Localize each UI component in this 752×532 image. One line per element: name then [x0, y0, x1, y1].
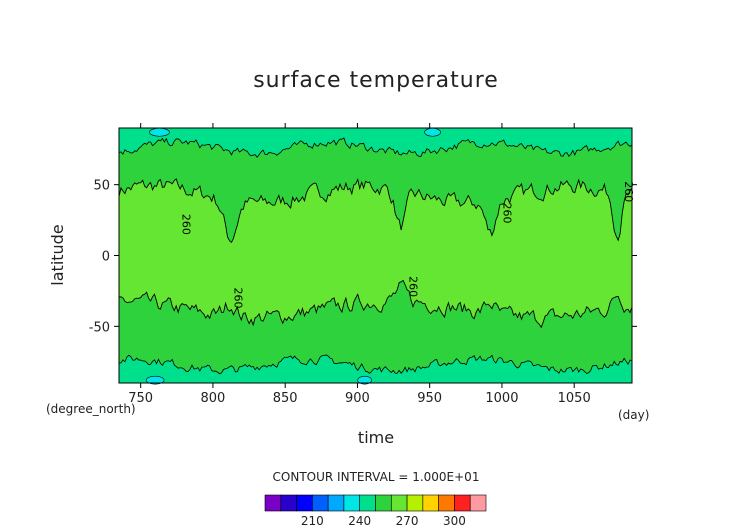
- x-axis-unit: (day): [618, 408, 650, 422]
- colorbar-swatch-8: [390, 494, 408, 512]
- colorbar-swatch-0: [264, 494, 282, 512]
- colorbar-swatch-6: [359, 494, 376, 512]
- band-tropics: [119, 178, 632, 328]
- x-tick-label-2: 850: [273, 391, 298, 406]
- cold-patch-3: [357, 375, 372, 385]
- contour-line-south-260: [118, 279, 633, 329]
- contour-fill: [119, 127, 632, 385]
- x-axis-label: time: [357, 428, 395, 447]
- cold-patch-1: [424, 127, 441, 137]
- colorbar-label-2: 270: [396, 514, 419, 528]
- colorbar-swatch-7: [375, 494, 392, 512]
- contour-label-3: 260: [500, 203, 513, 224]
- contour-labels: 260 260 260 260 260: [180, 181, 635, 308]
- contour-line-south-250: [118, 354, 633, 375]
- x-tick-label-4: 950: [417, 391, 442, 406]
- colorbar-swatch-13: [469, 494, 487, 512]
- contour-label-0: 260: [180, 214, 193, 235]
- colorbar-swatch-12: [454, 494, 471, 512]
- contour-lines: [118, 137, 633, 375]
- colorbar-label-3: 300: [443, 514, 466, 528]
- y-axis-label-text: latitude: [48, 224, 67, 286]
- band-north-polar: [119, 128, 632, 158]
- x-tick-label-5: 1000: [485, 391, 518, 406]
- y-axis: 50 0 -50: [89, 179, 637, 335]
- contour-label-1: 260: [232, 288, 245, 309]
- colorbar-swatch-4: [327, 494, 345, 512]
- chart-title: surface temperature: [253, 68, 499, 93]
- colorbar-swatch-11: [438, 494, 455, 512]
- y-tick-label-1: 0: [102, 250, 110, 265]
- cold-patch-0: [149, 127, 170, 137]
- y-axis-unit: (degree_north): [46, 402, 136, 416]
- colorbar-label-1: 240: [348, 514, 371, 528]
- colorbar-swatch-2: [296, 494, 313, 512]
- contour-line-north-250: [118, 137, 633, 158]
- y-tick-label-2: -50: [89, 320, 110, 335]
- colorbar-swatch-10: [422, 494, 439, 512]
- y-tick-label-0: 50: [93, 179, 110, 194]
- contour-label-4: 260: [622, 181, 635, 202]
- x-tick-label-3: 900: [345, 391, 370, 406]
- colorbar-swatch-3: [312, 494, 329, 512]
- x-tick-label-6: 1050: [558, 391, 591, 406]
- x-tick-label-0: 750: [128, 391, 153, 406]
- colorbar-swatch-1: [280, 494, 297, 512]
- contour-interval-label: CONTOUR INTERVAL = 1.000E+01: [272, 470, 480, 484]
- colorbar: 210 240 270 300: [264, 494, 487, 528]
- colorbar-swatch-5: [343, 494, 361, 512]
- colorbar-label-0: 210: [301, 514, 324, 528]
- band-south-polar: [119, 354, 632, 383]
- contour-label-2: 260: [406, 276, 419, 297]
- contour-line-north-260: [118, 178, 633, 243]
- colorbar-swatch-9: [406, 494, 424, 512]
- x-tick-label-1: 800: [201, 391, 226, 406]
- x-axis: 750 800 850 900 950 1000 1050: [128, 123, 591, 406]
- cold-patch-2: [145, 375, 165, 385]
